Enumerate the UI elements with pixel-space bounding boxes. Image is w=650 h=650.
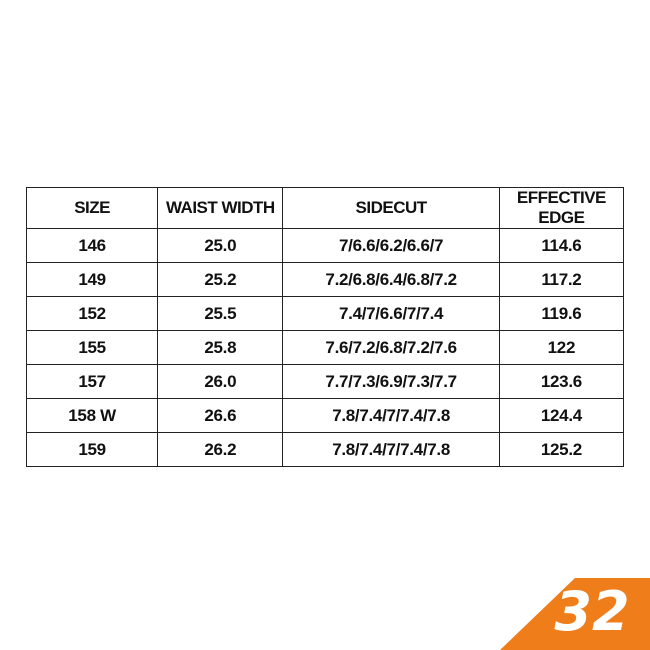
table-row: 155 25.8 7.6/7.2/6.8/7.2/7.6 122 [25,330,625,365]
table-cell: 122 [498,330,625,365]
table-row: 158 W 26.6 7.8/7.4/7/7.4/7.8 124.4 [25,398,625,433]
table-header: SIZE WAIST WIDTH SIDECUT EFFECTIVE EDGE [25,187,625,229]
table-row: 157 26.0 7.7/7.3/6.9/7.3/7.7 123.6 [25,364,625,399]
table-row: 146 25.0 7/6.6/6.2/6.6/7 114.6 [25,228,625,263]
table-cell: 119.6 [498,296,625,331]
table-row: 159 26.2 7.8/7.4/7/7.4/7.8 125.2 [25,432,625,467]
header-row: SIZE WAIST WIDTH SIDECUT EFFECTIVE EDGE [25,187,625,229]
table-cell: 7.8/7.4/7/7.4/7.8 [282,432,500,467]
table-cell: 155 [25,330,159,365]
table-cell: 25.5 [157,296,284,331]
table-cell: 117.2 [498,262,625,297]
table-cell: 125.2 [498,432,625,467]
table-cell: 159 [25,432,159,467]
logo-background [500,578,650,650]
table-cell: 146 [25,228,159,263]
table-body: 146 25.0 7/6.6/6.2/6.6/7 114.6 149 25.2 7.2/6.… [25,228,625,467]
table-cell: 7/6.6/6.2/6.6/7 [282,228,500,263]
table-cell: 26.2 [157,432,284,467]
table-cell: 7.6/7.2/6.8/7.2/7.6 [282,330,500,365]
table-cell: 158 W [25,398,159,433]
table-cell: 7.2/6.8/6.4/6.8/7.2 [282,262,500,297]
header-cell: SIZE [25,187,159,229]
header-cell: EFFECTIVE EDGE [498,187,625,229]
logo-text: 32 [554,580,629,643]
header-cell: WAIST WIDTH [157,187,284,229]
table-cell: 114.6 [498,228,625,263]
table-cell: 26.0 [157,364,284,399]
table-cell: 25.2 [157,262,284,297]
size-table: SIZE WAIST WIDTH SIDECUT EFFECTIVE EDGE 146… [25,187,625,467]
